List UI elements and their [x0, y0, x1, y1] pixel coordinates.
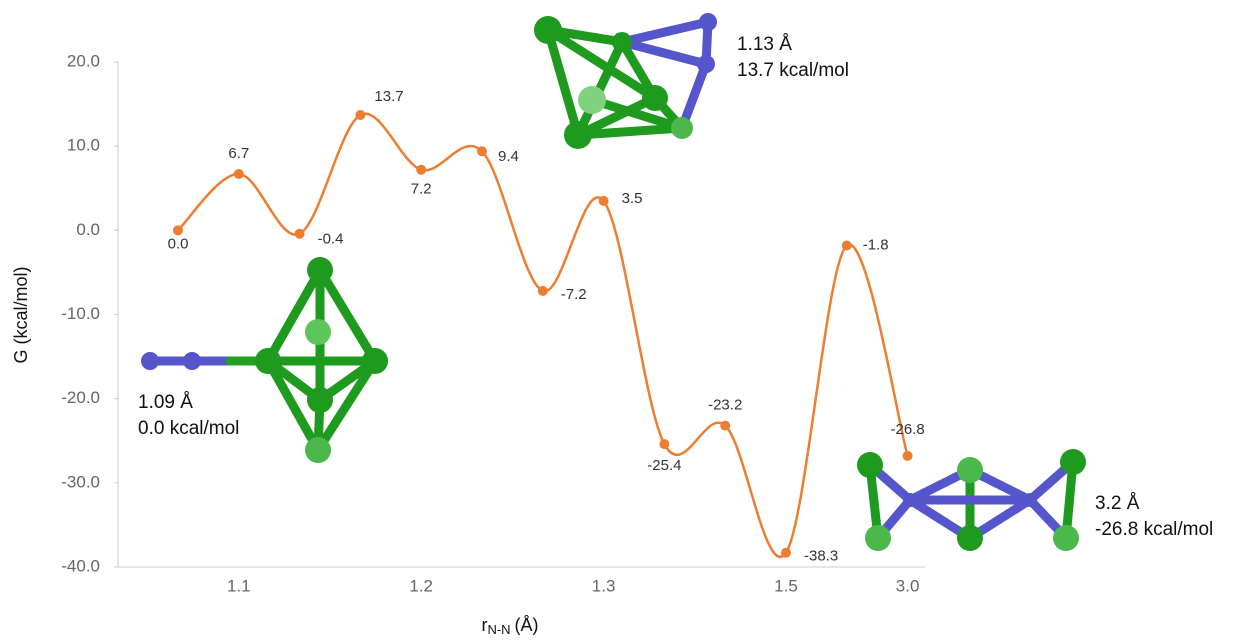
data-label: -26.8 [890, 421, 924, 438]
y-tick-label: -40.0 [61, 556, 100, 575]
y-tick-label: 10.0 [67, 136, 100, 155]
y-tick-label: 20.0 [67, 51, 100, 70]
annotation: 1.09 Å [138, 392, 193, 413]
data-label: -38.3 [804, 548, 838, 565]
x-tick-label: 1.5 [774, 576, 798, 595]
data-point [781, 548, 791, 558]
x-title-unit: (Å) [515, 615, 539, 635]
data-label: -1.8 [863, 236, 889, 253]
data-label: 0.0 [168, 235, 189, 252]
x-title-subscript: N-N [487, 622, 510, 637]
annotation: -26.8 kcal/mol [1095, 519, 1213, 540]
data-label: -0.4 [318, 231, 344, 248]
chart: 1.09 Å 0.0 kcal/mol 1.13 Å 13.7 kcal/mol… [0, 0, 1241, 640]
data-label: -23.2 [708, 397, 742, 414]
data-label: 6.7 [228, 145, 249, 162]
data-label: -7.2 [561, 286, 587, 303]
x-tick-label: 1.1 [227, 576, 251, 595]
annotation: 0.0 kcal/mol [138, 418, 239, 439]
x-axis-title: rN-N(Å) [481, 615, 538, 638]
molecule-ts [534, 13, 717, 149]
data-point [842, 240, 852, 250]
y-tick-label: -30.0 [61, 472, 100, 491]
annotation: 3.2 Å [1095, 493, 1140, 514]
data-point [599, 196, 609, 206]
data-point [234, 169, 244, 179]
data-point [903, 451, 913, 461]
annotation: 13.7 kcal/mol [737, 60, 849, 81]
data-label: -25.4 [647, 457, 681, 474]
data-label: 7.2 [411, 181, 432, 198]
y-tick-label: -10.0 [61, 304, 100, 323]
data-point [720, 421, 730, 431]
data-point [173, 225, 183, 235]
data-label: 9.4 [498, 148, 519, 165]
data-point [295, 229, 305, 239]
data-label: 3.5 [622, 190, 643, 207]
y-tick-label: 0.0 [76, 220, 100, 239]
data-point [355, 110, 365, 120]
data-label: 13.7 [374, 88, 403, 105]
y-tick-label: -20.0 [61, 388, 100, 407]
data-point [416, 165, 426, 175]
y-axis-title: G (kcal/mol) [11, 266, 31, 363]
x-tick-label: 1.3 [592, 576, 616, 595]
molecule-final [857, 449, 1086, 551]
data-point [538, 286, 548, 296]
data-point [659, 439, 669, 449]
x-tick-label: 1.2 [409, 576, 433, 595]
x-tick-label: 3.0 [896, 576, 920, 595]
data-point [477, 146, 487, 156]
annotation: 1.13 Å [737, 34, 792, 55]
